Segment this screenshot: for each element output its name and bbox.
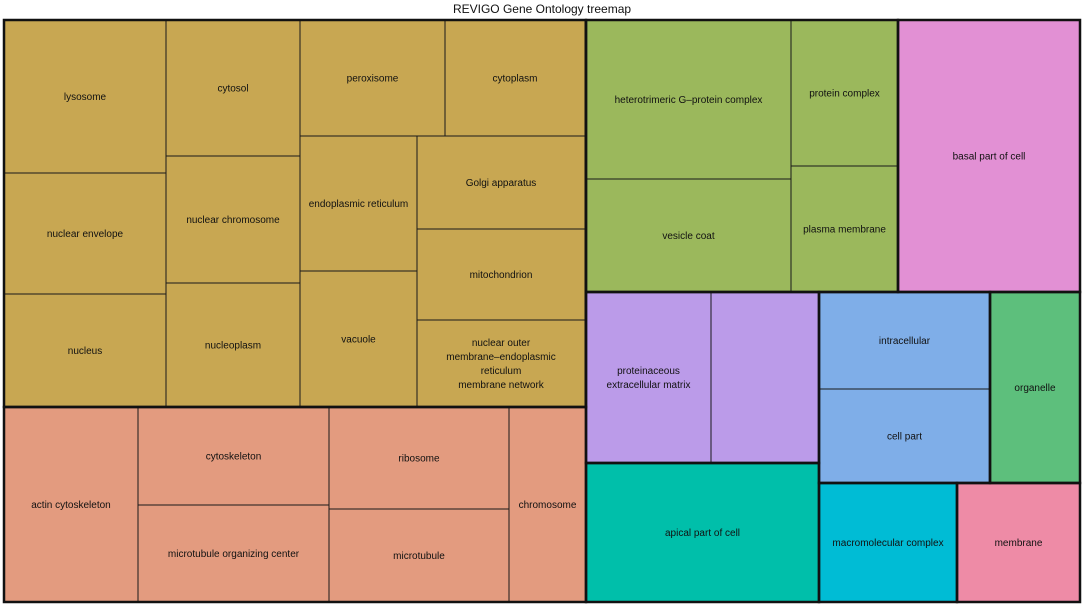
group-border-membrane (955, 481, 1082, 604)
tile-label-membrane: membrane (995, 538, 1043, 549)
tile-label-apical-part-of-cell: apical part of cell (665, 528, 740, 539)
tile-label-vesicle-coat: vesicle coat (662, 231, 714, 242)
tile-label-lysosome: lysosome (64, 92, 107, 103)
tile-nuclear-chromosome (165, 155, 301, 284)
tile-ribosome (328, 406, 510, 510)
tile-cytoplasm (444, 19, 586, 137)
tile-label-cytoplasm: cytoplasm (492, 74, 537, 85)
tile-actin-cytoskeleton (3, 406, 139, 603)
tile-plasma-membrane (790, 165, 899, 293)
tile-label-mitochondrion: mitochondrion (470, 270, 533, 281)
tile-label-cytoskeleton: cytoskeleton (206, 452, 262, 463)
tile-chromosome (508, 406, 587, 603)
tile-cytoskeleton (137, 406, 330, 506)
tile-label-nuclear-outer-membrane-endoplasmic-reticulum-membrane-network: nuclear outer membrane–endoplasmic reticul… (446, 338, 556, 391)
tile-endoplasmic-reticulum (299, 135, 418, 272)
tile-label-actin-cytoskeleton: actin cytoskeleton (31, 500, 111, 511)
tile-proteinaceous-extracellular-matrix (585, 291, 712, 464)
tile-label-microtubule: microtubule (393, 551, 445, 562)
tile-label-intracellular: intracellular (879, 336, 931, 347)
tile-label-plasma-membrane: plasma membrane (803, 225, 886, 236)
tile-label-nucleoplasm: nucleoplasm (205, 341, 261, 352)
tile-label-macromolecular-complex: macromolecular complex (832, 538, 943, 549)
tile-organelle (989, 291, 1081, 484)
tile-label-peroxisome: peroxisome (347, 74, 399, 85)
tile-label-cell-part: cell part (887, 432, 922, 443)
tile-vesicle-coat (585, 178, 792, 293)
tile-golgi-apparatus (416, 135, 586, 230)
tile-protein-complex (790, 19, 899, 167)
tile-label-nuclear-envelope: nuclear envelope (47, 229, 124, 240)
tile-label-proteinaceous-extracellular-matrix: proteinaceous extracellular matrix (607, 366, 691, 391)
tile-cell-part (818, 388, 991, 484)
tile-label-endoplasmic-reticulum: endoplasmic reticulum (309, 199, 409, 210)
tile-label-heterotrimeric-g-protein-complex: heterotrimeric G–protein complex (615, 95, 763, 106)
tile-microtubule (328, 508, 510, 603)
tile-label-golgi-apparatus: Golgi apparatus (466, 178, 537, 189)
tile-nuclear-outer-membrane-endoplasmic-reticulum-membrane-network (416, 319, 586, 408)
tile-label-organelle: organelle (1014, 383, 1056, 394)
tile-label-nucleus: nucleus (68, 346, 102, 357)
tile-label-chromosome: chromosome (519, 500, 577, 511)
tile-label-protein-complex: protein complex (809, 89, 880, 100)
tile-peroxisome (299, 19, 446, 137)
tile-label-vacuole: vacuole (341, 335, 376, 346)
tile-heterotrimeric-g-protein-complex (585, 19, 792, 180)
tile-cytosol (165, 19, 301, 157)
tile-microtubule-organizing-center (137, 504, 330, 603)
tile-label-nuclear-chromosome: nuclear chromosome (186, 215, 280, 226)
chart-title: REVIGO Gene Ontology treemap (452, 2, 632, 16)
tile-basal-part-of-cell (897, 19, 1081, 293)
tile-label-microtubule-organizing-center: microtubule organizing center (168, 549, 300, 560)
tile-label-ribosome: ribosome (398, 454, 440, 465)
tile-nucleoplasm (165, 282, 301, 408)
tile-label-basal-part-of-cell: basal part of cell (953, 152, 1026, 163)
tile-intracellular (818, 291, 991, 390)
tile-mitochondrion (416, 228, 586, 321)
tile-macromolecular-complex (818, 482, 958, 603)
tile-label-cytosol: cytosol (217, 84, 248, 95)
tile-unlabeled-4-1 (710, 291, 820, 464)
